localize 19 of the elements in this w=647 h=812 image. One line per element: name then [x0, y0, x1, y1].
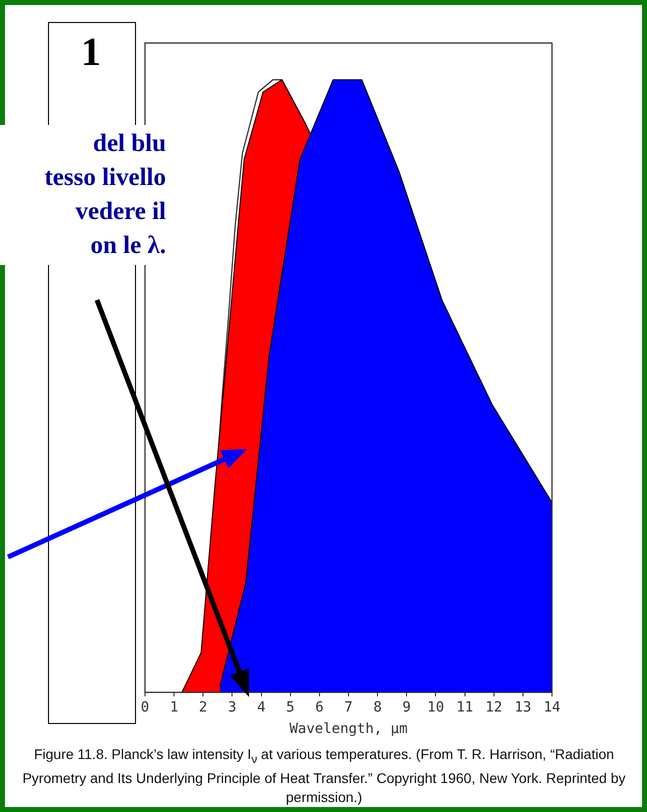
caption: Figure 11.8. Planck’s law intensity I$_{ν}$ at various temperatures. (From T. R. Harrison, “Radiation Pyrometry and Its Underlying Principle of Heat Transfer.” Copyright 1960, New York. Reprinted by permission.) — [18, 745, 630, 807]
x-tick-label: 13 — [514, 699, 532, 716]
x-tick-label: 2 — [198, 699, 208, 716]
x-axis-title: Wavelength, µm — [289, 721, 408, 738]
x-tick-label: 11 — [456, 699, 474, 716]
text: 1 — [80, 28, 102, 75]
x-tick-label: 6 — [315, 699, 324, 716]
x-tick-label: 12 — [485, 699, 502, 716]
x-tick-label: 4 — [257, 699, 266, 716]
x-tick-label: 10 — [427, 699, 444, 716]
x-tick-label: 0 — [140, 699, 150, 716]
annotation: del blu tesso livello vedere il on le λ. — [44, 130, 166, 259]
x-tick-label: 3 — [228, 699, 236, 716]
x-tick-label: 5 — [286, 699, 295, 716]
x-tick-label: 1 — [170, 699, 178, 716]
x-tick-label: 14 — [544, 699, 560, 716]
x-tick-label: 9 — [402, 699, 411, 716]
x-tick-label: 8 — [373, 699, 382, 716]
x-tick-label: 7 — [344, 699, 353, 716]
